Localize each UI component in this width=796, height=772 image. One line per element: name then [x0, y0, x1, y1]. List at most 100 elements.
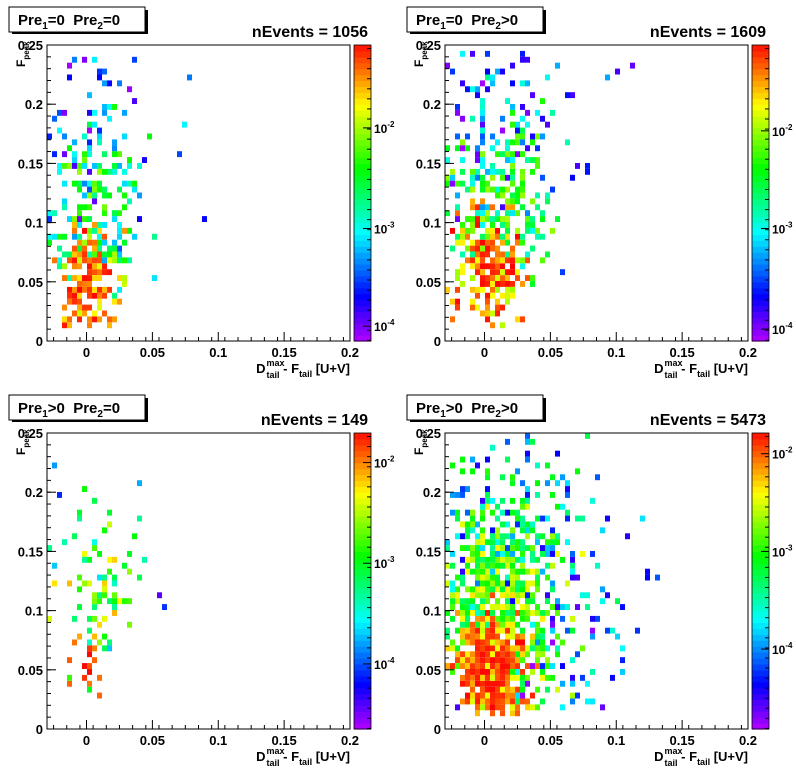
heatmap-cell [480, 239, 485, 246]
heatmap-cell [475, 710, 480, 717]
heatmap-cell [470, 551, 475, 557]
heatmap-cell [465, 568, 470, 575]
heatmap-cell [102, 574, 107, 581]
color-scale-step [354, 521, 371, 529]
heatmap-cell [112, 216, 117, 222]
heatmap-cell [495, 674, 500, 681]
heatmap-cell [510, 269, 515, 276]
heatmap-cell [107, 104, 112, 110]
heatmap-cell [490, 204, 495, 211]
heatmap-cell [92, 497, 97, 504]
heatmap-cell [510, 245, 515, 252]
heatmap-cell [510, 698, 515, 705]
heatmap-cell [525, 645, 530, 652]
color-scale-step [354, 675, 371, 683]
heatmap-cell [485, 186, 490, 193]
heatmap-cell [455, 515, 460, 522]
heatmap-cell [540, 216, 545, 222]
heatmap-cell [450, 604, 455, 610]
heatmap-cell [495, 168, 500, 175]
heatmap-cell [485, 68, 490, 75]
heatmap-cell [117, 80, 122, 87]
x-tick-label: 0.2 [739, 345, 757, 360]
heatmap-cell [97, 139, 102, 146]
heatmap-cell [540, 663, 545, 669]
heatmap-cell [87, 580, 92, 587]
x-tick-label: 0.05 [140, 733, 165, 748]
heatmap-cell [525, 674, 530, 681]
label-box-shadow-bottom [410, 32, 546, 34]
heatmap-cell [102, 527, 107, 534]
heatmap-cell [450, 245, 455, 252]
heatmap-cell [87, 316, 92, 323]
category-label-box: Pre1=0 Pre2>0 [406, 6, 546, 34]
heatmap-cell [475, 592, 480, 599]
heatmap-cell [72, 286, 77, 293]
heatmap-cell [515, 133, 520, 140]
color-scale-step [752, 275, 769, 283]
heatmap-cell [47, 233, 52, 240]
y-axis-label: Fpeak [412, 429, 429, 455]
heatmap-cell [525, 456, 530, 463]
heatmap-cell [520, 615, 525, 622]
heatmap-cell [455, 651, 460, 658]
heatmap-cell [450, 562, 455, 569]
heatmap-cell [530, 580, 535, 587]
heatmap-cell [485, 298, 490, 305]
heatmap-cell [590, 627, 595, 634]
heatmap-cell [545, 515, 550, 522]
heatmap-cells [47, 462, 167, 699]
heatmap-cell [450, 551, 455, 557]
heatmap-cell [490, 233, 495, 240]
heatmap-cell [525, 651, 530, 658]
color-scale-step [752, 604, 769, 612]
heatmap-cell [495, 151, 500, 158]
heatmap-cell [615, 68, 620, 75]
heatmap-cell [475, 645, 480, 652]
heatmap-cell [495, 556, 500, 563]
color-scale-step [354, 56, 371, 64]
heatmap-cell [550, 586, 555, 593]
heatmap-cell [555, 651, 560, 658]
heatmap-cell [72, 222, 77, 228]
heatmap-cell [97, 598, 102, 605]
heatmap-cell [550, 186, 555, 193]
color-scale-step [752, 456, 769, 464]
heatmap-cell [520, 104, 525, 110]
color-scale-step [752, 557, 769, 564]
heatmap-cell [87, 556, 92, 563]
heatmap-cell [72, 151, 77, 158]
heatmap-cell [505, 586, 510, 593]
color-scale-step [752, 622, 769, 629]
heatmap-cell [485, 539, 490, 546]
color-scale-step [354, 151, 371, 159]
heatmap-cell [47, 615, 52, 622]
heatmap-cell [77, 263, 82, 270]
heatmap-cell [605, 592, 610, 599]
heatmap-cell [480, 680, 485, 687]
heatmap-cell [490, 245, 495, 252]
heatmap-cell [485, 692, 490, 699]
heatmap-cell [520, 186, 525, 193]
heatmap-cell [445, 210, 450, 217]
heatmap-cell [555, 598, 560, 605]
heatmap-cell [485, 686, 490, 693]
heatmap-cell [495, 263, 500, 270]
heatmap-cell [600, 527, 605, 534]
heatmap-cell [445, 174, 450, 181]
heatmap-cell [480, 574, 485, 581]
heatmap-cell [102, 269, 107, 276]
heatmap-cell [495, 275, 500, 281]
heatmap-cell [500, 292, 505, 299]
heatmap-cell [555, 604, 560, 610]
heatmap-cell [550, 227, 555, 234]
y-tick-label: 0.1 [25, 216, 43, 231]
heatmap-cell [92, 222, 97, 228]
heatmap-cell [77, 292, 82, 299]
heatmap-cell [72, 227, 77, 234]
heatmap-cell [590, 669, 595, 675]
heatmap-cell [475, 92, 480, 99]
heatmap-cell [575, 468, 580, 475]
heatmap-cell [117, 210, 122, 217]
heatmap-cell [480, 257, 485, 264]
